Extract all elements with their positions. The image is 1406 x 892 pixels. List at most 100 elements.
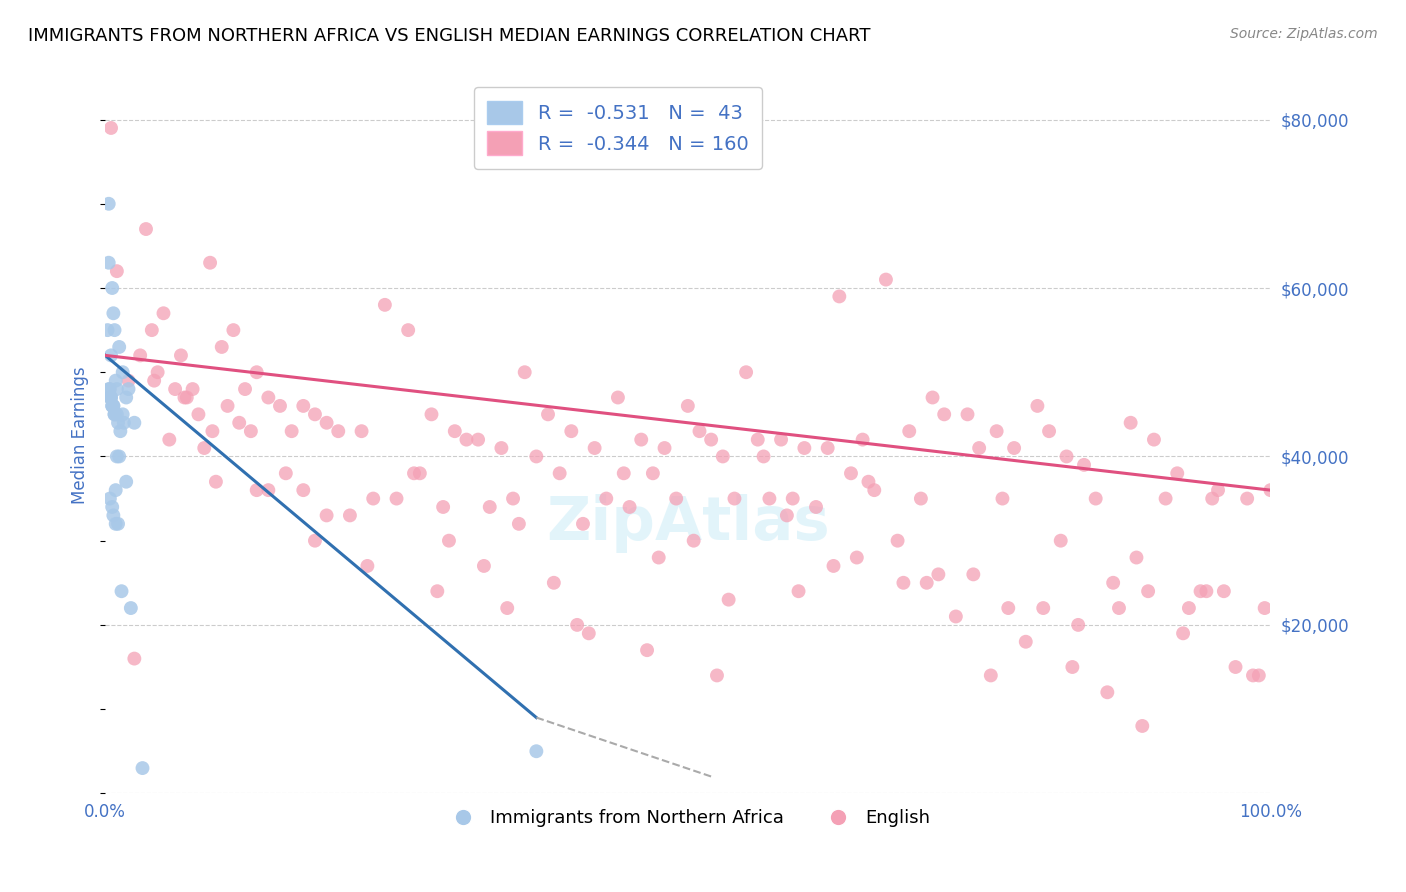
Point — [967, 441, 990, 455]
Point — [101, 281, 124, 295]
Point — [991, 491, 1014, 506]
Point — [910, 491, 932, 506]
Point — [193, 441, 215, 455]
Point — [239, 424, 262, 438]
Point — [1212, 584, 1234, 599]
Point — [828, 289, 851, 303]
Point — [1225, 660, 1247, 674]
Point — [105, 382, 128, 396]
Point — [508, 516, 530, 531]
Point — [107, 416, 129, 430]
Point — [402, 467, 425, 481]
Point — [1178, 601, 1201, 615]
Point — [304, 408, 326, 422]
Point — [1236, 491, 1258, 506]
Point — [619, 500, 641, 514]
Point — [467, 433, 489, 447]
Point — [105, 408, 128, 422]
Point — [472, 558, 495, 573]
Point — [839, 467, 862, 481]
Point — [269, 399, 291, 413]
Point — [986, 424, 1008, 438]
Point — [654, 441, 676, 455]
Point — [1062, 660, 1084, 674]
Point — [513, 365, 536, 379]
Point — [583, 441, 606, 455]
Point — [723, 491, 745, 506]
Point — [97, 256, 120, 270]
Point — [108, 450, 131, 464]
Point — [491, 441, 513, 455]
Point — [104, 483, 127, 497]
Point — [641, 467, 664, 481]
Point — [409, 467, 432, 481]
Point — [350, 424, 373, 438]
Point — [205, 475, 228, 489]
Point — [111, 408, 134, 422]
Point — [98, 391, 121, 405]
Point — [1097, 685, 1119, 699]
Point — [129, 348, 152, 362]
Point — [98, 382, 121, 396]
Point — [997, 601, 1019, 615]
Point — [211, 340, 233, 354]
Point — [170, 348, 193, 362]
Legend: Immigrants from Northern Africa, English: Immigrants from Northern Africa, English — [439, 802, 938, 834]
Point — [228, 416, 250, 430]
Point — [101, 500, 124, 514]
Point — [962, 567, 984, 582]
Point — [1032, 601, 1054, 615]
Point — [1130, 719, 1153, 733]
Point — [845, 550, 868, 565]
Point — [111, 365, 134, 379]
Point — [103, 408, 125, 422]
Point — [181, 382, 204, 396]
Point — [875, 272, 897, 286]
Point — [804, 500, 827, 514]
Point — [280, 424, 302, 438]
Point — [689, 424, 711, 438]
Point — [443, 424, 465, 438]
Point — [1119, 416, 1142, 430]
Point — [758, 491, 780, 506]
Point — [110, 584, 132, 599]
Point — [105, 450, 128, 464]
Point — [101, 399, 124, 413]
Point — [315, 416, 337, 430]
Point — [176, 391, 198, 405]
Point — [934, 408, 956, 422]
Point — [1067, 618, 1090, 632]
Point — [858, 475, 880, 489]
Point — [157, 433, 180, 447]
Point — [146, 365, 169, 379]
Point — [1253, 601, 1275, 615]
Point — [103, 306, 125, 320]
Point — [770, 433, 793, 447]
Point — [100, 120, 122, 135]
Point — [886, 533, 908, 548]
Point — [682, 533, 704, 548]
Point — [747, 433, 769, 447]
Point — [110, 424, 132, 438]
Point — [328, 424, 350, 438]
Point — [104, 374, 127, 388]
Point — [124, 416, 146, 430]
Point — [1195, 584, 1218, 599]
Point — [217, 399, 239, 413]
Point — [187, 408, 209, 422]
Point — [1056, 450, 1078, 464]
Point — [572, 516, 595, 531]
Point — [537, 408, 560, 422]
Point — [595, 491, 617, 506]
Point — [1171, 626, 1194, 640]
Point — [374, 298, 396, 312]
Point — [606, 391, 628, 405]
Point — [898, 424, 921, 438]
Point — [201, 424, 224, 438]
Point — [1206, 483, 1229, 497]
Point — [104, 516, 127, 531]
Point — [1143, 433, 1166, 447]
Point — [548, 467, 571, 481]
Point — [776, 508, 799, 523]
Point — [578, 626, 600, 640]
